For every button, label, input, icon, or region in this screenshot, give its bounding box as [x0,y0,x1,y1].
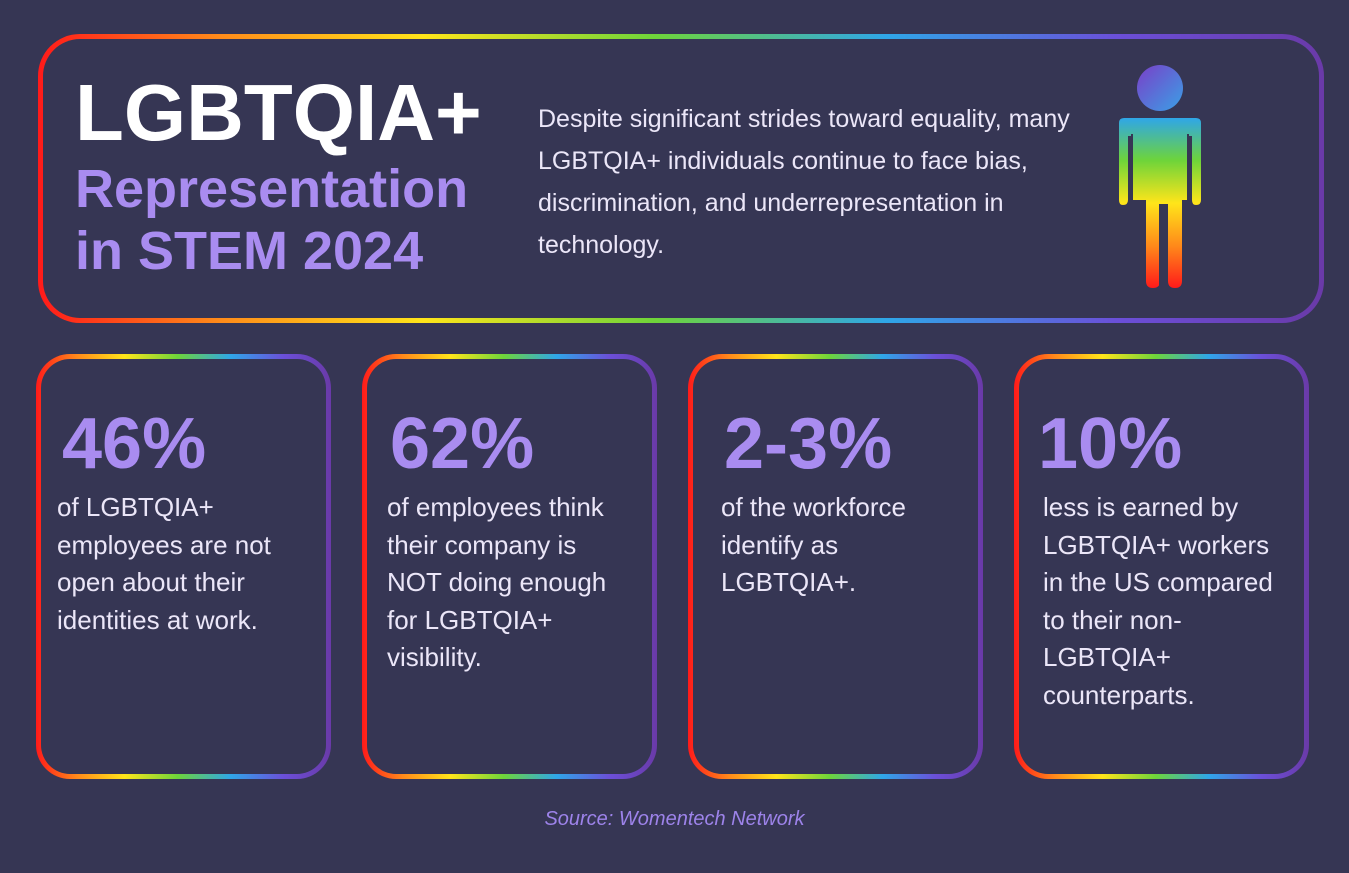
page-subtitle-line2: in STEM 2024 [75,221,424,281]
page-subtitle-line1: Representation [75,159,469,219]
stat-card-1 [36,354,331,779]
stat-card-3 [688,354,983,779]
stat-value-3: 2-3% [724,404,893,484]
stat-value-1: 46% [62,404,207,484]
stat-value-2: 62% [390,404,535,484]
stat-value-4: 10% [1038,404,1183,484]
intro-paragraph: Despite significant strides toward equal… [538,105,1070,259]
stat-description-2: of employees think their company is NOT … [387,492,607,672]
stat-description-3: of the workforce identify as LGBTQIA+. [721,492,906,597]
stat-card-4 [1014,354,1309,779]
header-panel [38,34,1324,323]
stat-description-1: of LGBTQIA+ employees are not open about… [57,492,271,635]
source-credit: Source: Womentech Network [544,808,805,830]
stat-description-4: less is earned by LGBTQIA+ workers in th… [1043,492,1273,710]
stat-card-2 [362,354,657,779]
page-title: LGBTQIA+ [75,68,482,157]
rainbow-person-icon [1119,65,1201,288]
